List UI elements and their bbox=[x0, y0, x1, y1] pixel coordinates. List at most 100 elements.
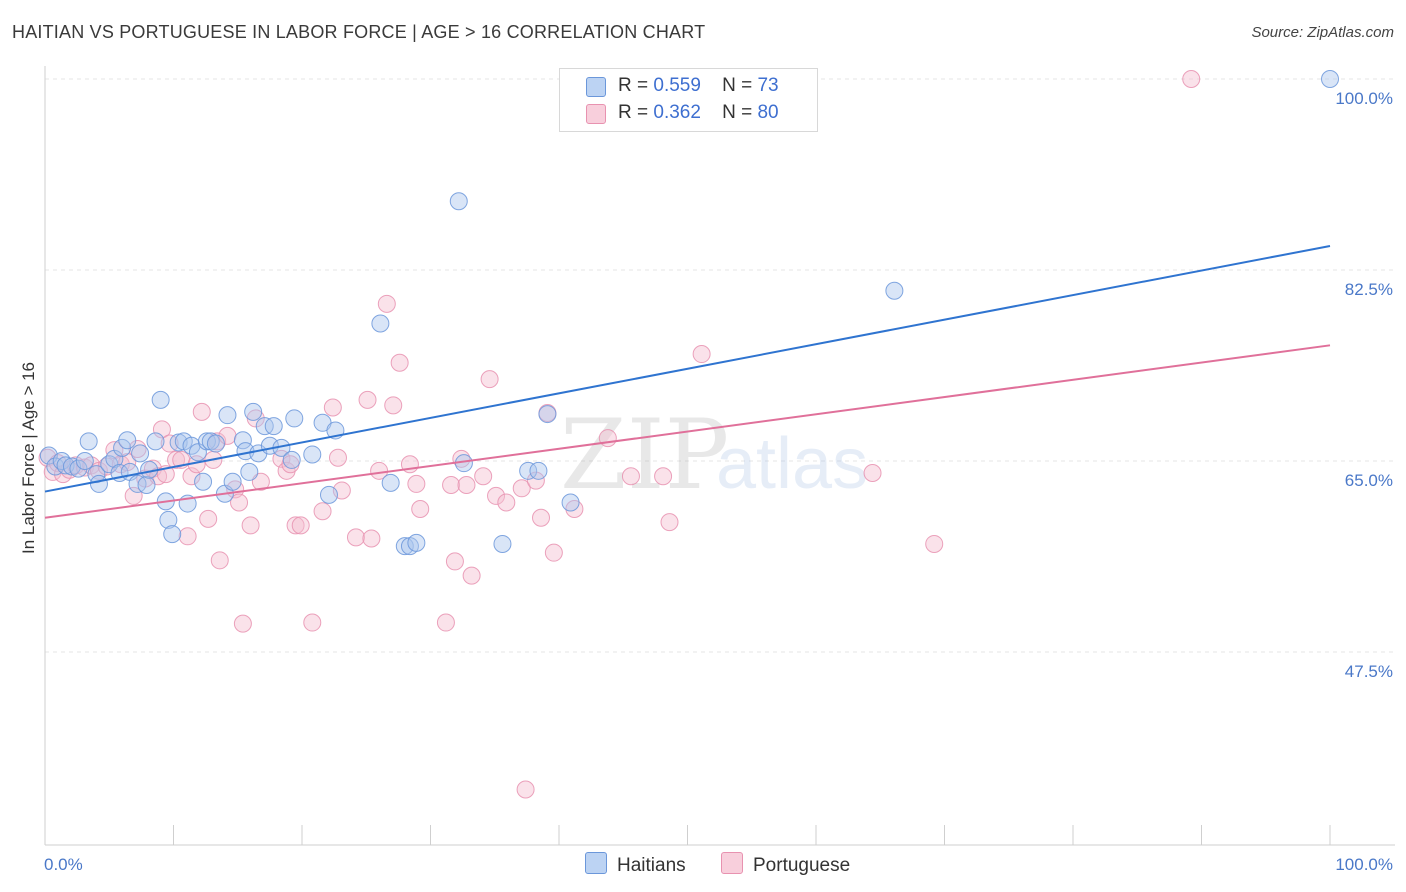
haitians-point bbox=[240, 462, 259, 481]
portuguese-point bbox=[512, 479, 531, 498]
legend-label-portuguese: Portuguese bbox=[753, 855, 851, 876]
haitians-point bbox=[194, 472, 213, 491]
haitians-point bbox=[1321, 70, 1339, 88]
haitians-point bbox=[233, 431, 252, 450]
haitians-point bbox=[303, 445, 322, 464]
x-tick-label: 100.0% bbox=[1335, 855, 1393, 874]
legend-n-value: 80 bbox=[757, 102, 779, 123]
haitians-point bbox=[381, 473, 400, 492]
portuguese-point bbox=[487, 486, 506, 505]
portuguese-point bbox=[462, 566, 481, 585]
haitians-point bbox=[206, 434, 225, 453]
portuguese-point bbox=[286, 516, 305, 535]
portuguese-point bbox=[291, 516, 310, 535]
legend-n-value: 73 bbox=[757, 75, 779, 96]
portuguese-point bbox=[442, 476, 461, 495]
haitians-point bbox=[137, 476, 156, 495]
portuguese-point bbox=[474, 467, 493, 486]
haitians-point bbox=[282, 450, 301, 469]
portuguese-point bbox=[532, 508, 551, 527]
portuguese-points bbox=[38, 70, 1201, 799]
haitians-point bbox=[159, 510, 178, 529]
haitians-point bbox=[371, 314, 390, 333]
haitians-point bbox=[218, 406, 237, 425]
watermark-atlas: atlas bbox=[716, 424, 868, 504]
haitians-point bbox=[69, 459, 88, 478]
legend-n-label: N = bbox=[722, 75, 753, 96]
y-tick-label: 82.5% bbox=[1345, 280, 1393, 299]
portuguese-point bbox=[436, 613, 455, 632]
portuguese-point bbox=[313, 502, 332, 521]
trend-lines bbox=[44, 245, 1331, 519]
tick-labels: 47.5% 65.0% 82.5% 100.0% 0.0% 100.0% bbox=[44, 89, 1393, 874]
portuguese-point bbox=[480, 370, 499, 389]
haitians-point bbox=[561, 493, 580, 512]
watermark: ZIP atlas bbox=[560, 399, 868, 511]
haitians-point bbox=[885, 281, 904, 300]
portuguese-point bbox=[384, 396, 403, 415]
portuguese-point bbox=[692, 345, 711, 364]
legend-swatch-blue bbox=[586, 77, 606, 97]
haitians-point bbox=[529, 461, 548, 480]
portuguese-point bbox=[390, 353, 409, 372]
portuguese-point bbox=[192, 402, 211, 421]
haitians-point bbox=[146, 432, 165, 451]
haitians-trend-line bbox=[44, 245, 1331, 493]
legend-item-portuguese[interactable]: Portuguese bbox=[721, 852, 850, 877]
portuguese-point bbox=[411, 500, 430, 519]
haitians-point bbox=[244, 402, 263, 421]
portuguese-point bbox=[346, 528, 365, 547]
haitians-points bbox=[39, 70, 1339, 556]
portuguese-point bbox=[251, 472, 270, 491]
haitians-point bbox=[79, 432, 98, 451]
portuguese-point bbox=[362, 529, 381, 548]
haitians-point bbox=[285, 409, 304, 428]
y-axis-label: In Labor Force | Age > 16 bbox=[19, 362, 38, 554]
portuguese-point bbox=[407, 474, 426, 493]
gridlines bbox=[45, 78, 1395, 653]
portuguese-point bbox=[516, 780, 535, 799]
portuguese-point bbox=[544, 543, 563, 562]
legend-swatch-pink bbox=[586, 104, 606, 124]
portuguese-point bbox=[1182, 70, 1201, 88]
portuguese-point bbox=[160, 434, 179, 453]
axes bbox=[44, 66, 1395, 846]
haitians-point bbox=[538, 405, 557, 424]
haitians-point bbox=[197, 432, 216, 451]
portuguese-point bbox=[323, 398, 342, 417]
legend-r-value: 0.362 bbox=[653, 102, 701, 123]
legend-n-label: N = bbox=[722, 102, 753, 123]
haitians-point bbox=[163, 525, 182, 544]
haitians-point bbox=[519, 461, 538, 480]
haitians-point bbox=[264, 417, 283, 436]
haitians-point bbox=[118, 431, 137, 450]
portuguese-point bbox=[358, 390, 377, 409]
legend-label-haitians: Haitians bbox=[617, 855, 686, 876]
legend-item-haitians[interactable]: Haitians bbox=[585, 852, 686, 877]
haitians-point bbox=[131, 444, 150, 463]
haitians-point bbox=[89, 474, 108, 493]
haitians-point bbox=[75, 452, 94, 470]
portuguese-point bbox=[303, 613, 322, 632]
portuguese-point bbox=[377, 294, 396, 313]
haitians-point bbox=[151, 390, 170, 409]
chart-title: HAITIAN VS PORTUGUESE IN LABOR FORCE | A… bbox=[12, 22, 706, 42]
portuguese-point bbox=[497, 493, 516, 512]
haitians-point bbox=[128, 474, 147, 493]
haitians-point bbox=[223, 472, 242, 491]
watermark-zip: ZIP bbox=[560, 399, 729, 511]
portuguese-point bbox=[863, 464, 882, 483]
haitians-point bbox=[407, 533, 426, 552]
portuguese-point bbox=[210, 551, 229, 570]
portuguese-point bbox=[925, 534, 944, 553]
portuguese-point bbox=[199, 509, 218, 528]
portuguese-point bbox=[445, 552, 464, 571]
portuguese-point bbox=[124, 486, 143, 505]
chart-source: Source: ZipAtlas.com bbox=[1251, 24, 1394, 41]
legend-swatch-blue bbox=[585, 852, 607, 874]
portuguese-point bbox=[230, 493, 249, 512]
y-tick-label: 47.5% bbox=[1345, 662, 1393, 681]
haitians-point bbox=[395, 537, 414, 556]
portuguese-point bbox=[233, 614, 252, 633]
